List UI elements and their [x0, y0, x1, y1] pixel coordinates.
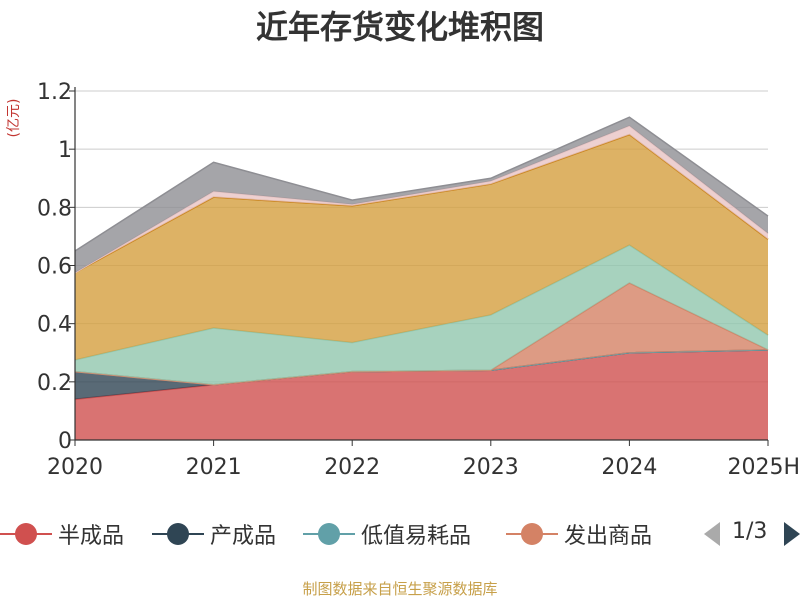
chevron-right-icon[interactable] [780, 520, 800, 548]
y-tick-label: 0.2 [37, 371, 72, 396]
legend-marker-icon [303, 523, 355, 545]
area-series-6 [75, 134, 768, 361]
legend-label: 半成品 [58, 524, 125, 549]
area-series-5 [75, 245, 768, 385]
legend-label: 低值易耗品 [361, 524, 472, 549]
y-tick-label: 0.6 [37, 255, 72, 280]
y-axis-label: (亿元) [6, 99, 22, 138]
y-tick-label: 1 [58, 138, 72, 163]
x-tick-label: 2023 [463, 455, 519, 480]
legend-marker-icon [506, 523, 558, 545]
chart-title: 近年存货变化堆积图 [255, 8, 544, 46]
legend-label: 产成品 [210, 524, 277, 549]
legend-page-indicator: 1/3 [732, 519, 768, 544]
y-tick-label: 0.4 [37, 313, 72, 338]
x-tick-label: 2022 [324, 455, 380, 480]
legend-item[interactable]: 产成品 [152, 514, 276, 554]
legend-marker-icon [152, 523, 204, 545]
legend-marker-icon [0, 523, 52, 545]
legend-item[interactable]: 发出商品 [506, 514, 652, 554]
area-series-4 [75, 282, 768, 385]
legend-item[interactable]: 低值易耗品 [303, 514, 471, 554]
legend-label: 发出商品 [564, 524, 653, 549]
source-note: 制图数据来自恒生聚源数据库 [302, 580, 498, 598]
axes: 0 0.2 0.4 0.6 0.8 1 1.2 2020 2021 2022 2023 2024 202… [37, 80, 800, 480]
y-tick-label: 1.2 [37, 80, 72, 105]
y-tick-label: 0.8 [37, 196, 72, 221]
series-line-9 [74, 116, 769, 252]
legend-item[interactable]: 半成品 [0, 514, 124, 554]
x-tick-label: 2020 [47, 455, 103, 480]
y-tick-label: 0 [58, 429, 72, 454]
x-tick-label: 2025H [727, 455, 800, 480]
x-tick-label: 2024 [601, 455, 657, 480]
legend: 半成品 产成品 低值易耗品 发出商品 [0, 514, 800, 554]
chevron-left-icon[interactable] [702, 520, 724, 548]
area-series [74, 116, 769, 440]
x-tick-label: 2021 [186, 455, 242, 480]
legend-pager: 1/3 [700, 514, 800, 554]
area-series-1 [75, 349, 768, 440]
